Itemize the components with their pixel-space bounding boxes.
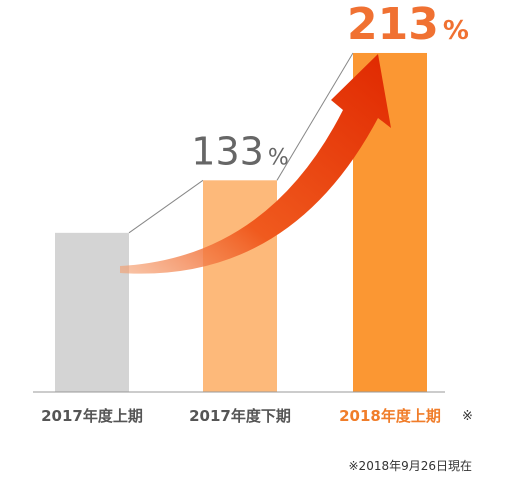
growth-arrow	[120, 54, 391, 274]
value-label: 133%	[191, 129, 288, 173]
footnote: ※2018年9月26日現在	[349, 459, 473, 473]
x-tick-label: 2017年度下期	[189, 407, 291, 425]
x-tick-label: 2017年度上期	[41, 407, 143, 425]
plot: 2017年度上期 2017年度下期 133 % 2018年度上期 213%	[41, 0, 469, 425]
connector-line	[276, 52, 354, 181]
bar	[55, 232, 129, 392]
x-tick-label: 2018年度上期	[339, 407, 441, 425]
category-note: ※	[462, 409, 473, 424]
connector-line	[128, 179, 204, 234]
value-label: 213%	[347, 0, 469, 50]
